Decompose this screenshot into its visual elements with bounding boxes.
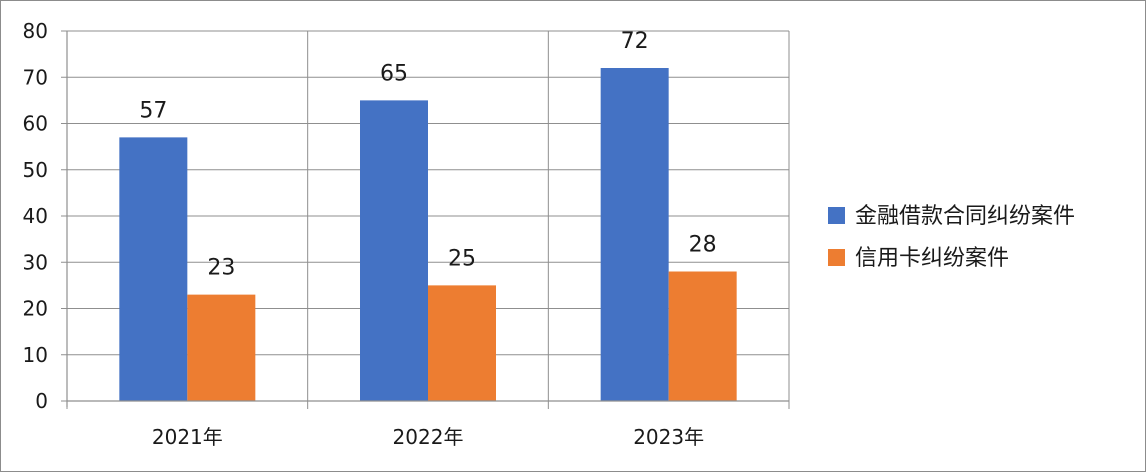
legend-swatch xyxy=(828,249,845,266)
y-tick-label: 70 xyxy=(23,65,48,89)
x-tick-label: 2023年 xyxy=(633,425,704,449)
x-tick-label: 2021年 xyxy=(152,425,223,449)
data-label: 23 xyxy=(207,256,235,281)
data-label: 25 xyxy=(448,246,476,271)
data-label: 72 xyxy=(621,29,649,54)
bar xyxy=(668,271,737,401)
data-labels: 57 23 65 25 72 28 xyxy=(139,29,716,281)
bar xyxy=(187,294,256,401)
y-tick-label: 60 xyxy=(23,112,48,136)
data-label: 65 xyxy=(380,61,408,86)
y-tick-label: 0 xyxy=(35,389,48,413)
legend-swatch xyxy=(828,207,845,224)
bar xyxy=(119,137,188,401)
bar xyxy=(600,68,669,401)
x-tick-label: 2022年 xyxy=(393,425,464,449)
data-label: 57 xyxy=(139,98,167,123)
legend-label: 金融借款合同纠纷案件 xyxy=(855,204,1075,229)
bar xyxy=(428,285,496,401)
legend-label: 信用卡纠纷案件 xyxy=(855,246,1009,271)
bars xyxy=(119,68,737,401)
bar xyxy=(360,100,428,401)
y-tick-label: 30 xyxy=(23,250,48,274)
y-tick-label: 80 xyxy=(23,19,48,43)
y-tick-label: 20 xyxy=(23,297,48,321)
y-tick-label: 40 xyxy=(23,204,48,228)
y-tick-label: 10 xyxy=(23,343,48,367)
data-label: 28 xyxy=(689,233,717,258)
axes: 0 10 20 30 40 50 60 70 80 2021年 2022年 2023年 xyxy=(23,19,790,449)
y-tick-label: 50 xyxy=(23,158,48,182)
